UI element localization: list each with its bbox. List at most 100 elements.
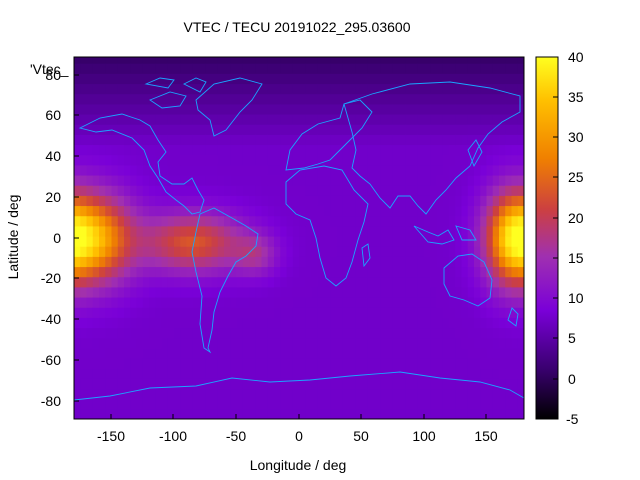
heatmap-cell [111, 205, 119, 217]
heatmap-cell [511, 357, 519, 369]
heatmap-cell [174, 63, 181, 74]
heatmap-cell [124, 357, 131, 369]
heatmap-cell [286, 378, 294, 390]
heatmap-cell [436, 124, 444, 135]
heatmap-cell [124, 73, 131, 85]
heatmap-cell [311, 93, 319, 105]
heatmap-cell [417, 144, 425, 156]
heatmap-cell [255, 378, 263, 390]
heatmap-cell [349, 205, 356, 217]
heatmap-cell [267, 73, 275, 85]
heatmap-cell [155, 205, 163, 217]
heatmap-cell [211, 368, 219, 379]
heatmap-cell [217, 185, 225, 196]
heatmap-cell [99, 357, 106, 369]
heatmap-cell [174, 398, 181, 410]
heatmap-cell [480, 317, 488, 329]
heatmap-cell [411, 246, 419, 257]
heatmap-cell [236, 124, 244, 135]
heatmap-cell [174, 103, 181, 115]
heatmap-cell [417, 276, 425, 288]
heatmap-cell [155, 388, 163, 400]
heatmap-cell [305, 357, 313, 369]
heatmap-cell [261, 113, 269, 125]
heatmap-cell [136, 398, 144, 410]
heatmap-cell [361, 276, 369, 288]
heatmap-cell [417, 73, 425, 85]
heatmap-cell [86, 225, 94, 237]
heatmap-cell [80, 388, 88, 400]
heatmap-cell [361, 235, 369, 247]
heatmap-cell [342, 256, 350, 268]
heatmap-cell [399, 113, 406, 125]
heatmap-cell [417, 357, 425, 369]
heatmap-cell [417, 154, 425, 166]
heatmap-cell [511, 235, 519, 247]
heatmap-cell [336, 124, 344, 135]
heatmap-cell [224, 73, 231, 85]
heatmap-cell [430, 215, 438, 227]
heatmap-cell [342, 185, 350, 196]
heatmap-cell [242, 388, 250, 400]
heatmap-cell [455, 124, 463, 135]
heatmap-cell [305, 286, 313, 298]
heatmap-cell [467, 185, 475, 196]
heatmap-cell [117, 185, 125, 196]
heatmap-cell [349, 347, 356, 359]
heatmap-cell [149, 276, 156, 288]
heatmap-cell [455, 347, 463, 359]
heatmap-cell [399, 307, 406, 318]
heatmap-cell [199, 256, 206, 268]
heatmap-cell [517, 144, 524, 156]
heatmap-cell [305, 103, 313, 115]
heatmap-cell [217, 276, 225, 288]
heatmap-cell [80, 286, 88, 298]
heatmap-cell [467, 276, 475, 288]
heatmap-cell [405, 246, 413, 257]
coastline-greenland [195, 77, 263, 137]
heatmap-cell [199, 388, 206, 400]
heatmap-cell [474, 256, 481, 268]
heatmap-cell [467, 357, 475, 369]
heatmap-cell [155, 113, 163, 125]
heatmap-cell [142, 73, 150, 85]
heatmap-cell [424, 103, 431, 115]
heatmap-cell [149, 307, 156, 318]
heatmap-cell [392, 154, 400, 166]
heatmap-cell [374, 388, 381, 400]
heatmap-cell [424, 134, 431, 146]
heatmap-cell [267, 317, 275, 329]
heatmap-cell [92, 124, 100, 135]
heatmap-cell [280, 368, 288, 379]
heatmap-cell [355, 398, 363, 410]
heatmap-cell [111, 164, 119, 176]
heatmap-cell [217, 256, 225, 268]
heatmap-cell [499, 266, 506, 278]
heatmap-cell [74, 174, 81, 186]
heatmap-cell [99, 134, 106, 146]
heatmap-cell [492, 195, 500, 207]
heatmap-cell [136, 144, 144, 156]
heatmap-cell [74, 154, 81, 166]
heatmap-cell [142, 185, 150, 196]
heatmap-cell [286, 368, 294, 379]
heatmap-cell [111, 266, 119, 278]
heatmap-cell [249, 225, 256, 237]
heatmap-cell [430, 134, 438, 146]
heatmap-cell [199, 378, 206, 390]
heatmap-cell [217, 93, 225, 105]
heatmap-cell [467, 307, 475, 318]
heatmap-cell [299, 398, 306, 410]
heatmap-cell [74, 286, 81, 298]
heatmap-cell [130, 388, 138, 400]
heatmap-cell [136, 174, 144, 186]
heatmap-cell [186, 63, 194, 74]
heatmap-cell [317, 103, 325, 115]
heatmap-cell [324, 154, 331, 166]
heatmap-cell [349, 134, 356, 146]
heatmap-cell [86, 256, 94, 268]
heatmap-cell [261, 347, 269, 359]
heatmap-cell [161, 124, 169, 135]
heatmap-cell [286, 317, 294, 329]
heatmap-cell [511, 317, 519, 329]
